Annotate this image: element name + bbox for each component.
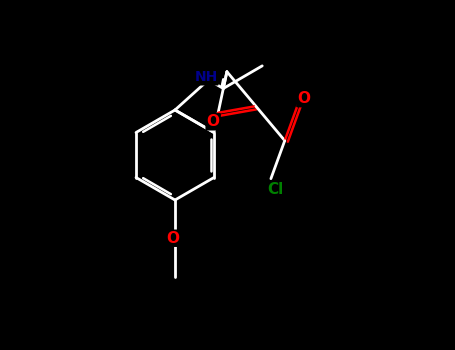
Text: O: O: [166, 231, 179, 246]
Text: O: O: [207, 114, 220, 129]
Text: NH: NH: [194, 70, 217, 84]
Text: Cl: Cl: [267, 182, 283, 197]
Text: O: O: [297, 91, 310, 106]
